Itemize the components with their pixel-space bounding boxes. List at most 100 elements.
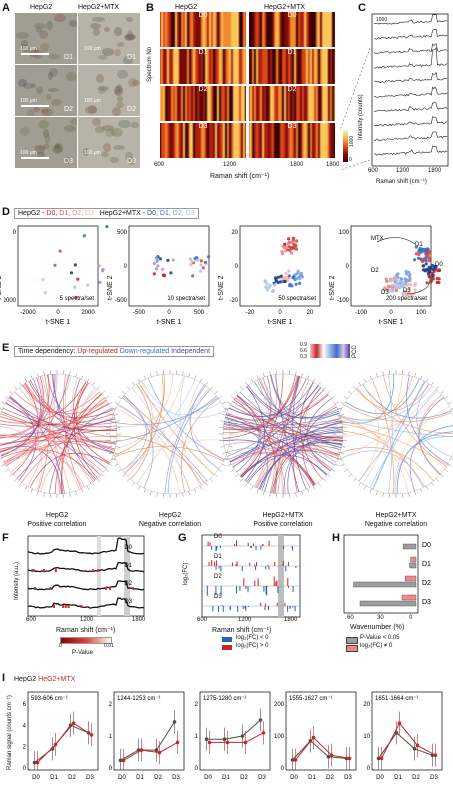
fc-bar — [273, 576, 275, 586]
pvalue-mark — [62, 605, 65, 608]
tsne-point — [195, 258, 199, 262]
chord-link — [338, 416, 409, 493]
chord-link — [299, 382, 323, 480]
fc-bar — [207, 541, 209, 546]
chord-link — [388, 374, 393, 494]
cell-blob — [33, 106, 40, 113]
panel-g-xlabel: Raman shift (cm⁻¹) — [212, 627, 272, 634]
spectrum-trace — [373, 86, 448, 98]
chord-tick — [127, 386, 131, 390]
chord-link — [340, 389, 437, 459]
chord-tick — [295, 492, 297, 497]
chord-tick — [209, 386, 213, 390]
row-label: D0 — [422, 542, 431, 549]
legend-gray-swatch — [346, 637, 358, 644]
chord-link — [111, 397, 219, 426]
cell-blob — [100, 151, 110, 157]
chord-tick — [376, 491, 378, 495]
chord-tick — [86, 485, 90, 490]
i-xtick: D0 — [290, 775, 298, 781]
chord-tick — [250, 378, 254, 383]
tsne-point — [404, 269, 408, 273]
chord-tick — [205, 482, 208, 486]
fc-bar — [276, 580, 278, 586]
chord-link — [37, 375, 50, 492]
legend-neg-label: log₂(FC) < 0 — [236, 635, 269, 641]
cell-blob — [64, 157, 71, 164]
chord-link — [61, 393, 102, 494]
tsne-frame — [128, 225, 210, 307]
chord-tick — [14, 478, 18, 482]
cell-blob — [54, 142, 64, 153]
day-label: D1 — [127, 54, 136, 61]
tsne-note: 50 spectra/set — [278, 296, 316, 302]
tsne-point — [424, 256, 428, 260]
chord-link — [277, 379, 310, 494]
micrograph-tile: 100 μm D1 — [77, 12, 141, 65]
chord-link — [345, 378, 420, 415]
tsne-point — [423, 247, 427, 251]
chord-tick — [37, 491, 39, 495]
fc-bar — [265, 586, 267, 595]
panel-f-plot: D0 D1 D2 D3 — [27, 535, 145, 617]
i-xtick: D0 — [204, 775, 212, 781]
pvalue-mark — [80, 605, 83, 608]
chord-tick — [9, 473, 13, 477]
cell-blob — [124, 33, 137, 40]
chord-tick — [111, 458, 116, 461]
fc-bar — [275, 581, 277, 586]
scale-bar-label: 100 μm — [20, 150, 37, 156]
bar-pvalue — [353, 581, 417, 588]
fc-bar — [236, 586, 237, 594]
tsne-point — [154, 267, 159, 271]
tsne-point — [396, 285, 400, 290]
cell-blob — [54, 13, 67, 23]
row-label: D1 — [422, 561, 431, 568]
chord-tick — [358, 382, 361, 386]
chord-tick — [382, 492, 384, 497]
tsne-xlabel: t-SNE 1 — [379, 319, 404, 326]
chord-link — [394, 436, 453, 495]
chord-tick — [214, 473, 218, 477]
chord-tick — [222, 414, 226, 416]
cell-blob — [116, 95, 123, 103]
chord-link — [124, 374, 164, 474]
chord-link — [273, 376, 300, 494]
chord-tick — [109, 414, 113, 416]
tsne-point — [282, 279, 286, 283]
cell-blob — [97, 55, 107, 61]
tsne-ytick: 0 — [13, 230, 17, 236]
chord-link — [258, 442, 343, 490]
cell-blob — [48, 87, 60, 93]
tsne-point — [413, 281, 418, 286]
chord-tick — [301, 373, 303, 377]
tsne-point — [386, 284, 390, 288]
legend-pink-label: log₂(FC) ≠ 0 — [360, 643, 393, 649]
panel-label-h: H — [332, 532, 340, 544]
chord-tick — [188, 491, 190, 495]
bar-pvalue — [409, 562, 417, 569]
heatmap-block: D0 — [159, 11, 247, 48]
fc-bar — [239, 586, 241, 591]
row-label: D3 — [422, 599, 431, 606]
legend-mtx-d3: D3 — [185, 210, 195, 217]
chord-link — [115, 407, 181, 494]
panel-b-xtick-600: 600 — [154, 162, 165, 168]
chord-link — [406, 375, 449, 465]
fc-bar — [254, 580, 256, 586]
chord-tick — [156, 371, 158, 376]
cell-blob — [49, 68, 59, 78]
tsne-point — [294, 244, 298, 248]
cell-blob — [125, 16, 133, 22]
tsne-point — [273, 276, 278, 280]
pvalue-mark — [54, 569, 57, 572]
micrograph-tile: 100 μm D3 — [77, 116, 141, 169]
tsne-point — [101, 269, 105, 273]
tsne-point — [408, 278, 412, 283]
chord-link — [337, 419, 424, 488]
fc-bar — [243, 578, 245, 586]
chord-tick — [92, 382, 95, 386]
chord-tick — [30, 488, 33, 493]
panel-c-xtick-1800: 1800 — [428, 168, 442, 174]
fc-bar — [209, 542, 211, 546]
